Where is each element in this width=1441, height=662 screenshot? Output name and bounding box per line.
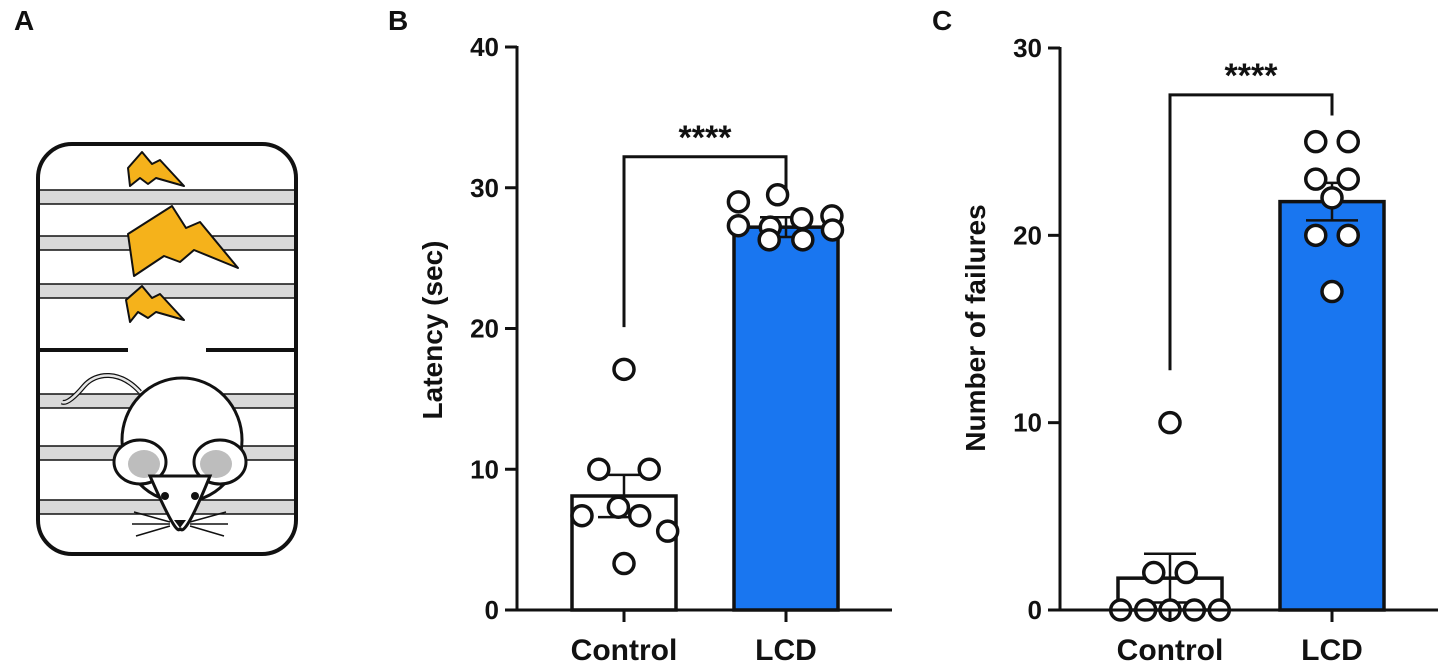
y-tick-label: 20: [1013, 220, 1042, 250]
data-point: [612, 357, 636, 382]
y-tick-label: 10: [1013, 408, 1042, 438]
data-point: [655, 519, 680, 543]
data-point: [726, 190, 751, 214]
data-point: [726, 214, 751, 238]
y-tick-label: 40: [470, 32, 499, 62]
data-point: [1336, 223, 1360, 248]
y-tick-label: 0: [1028, 595, 1042, 625]
data-point: [1336, 129, 1360, 154]
data-point: [791, 228, 815, 252]
bar-lcd: [1278, 199, 1386, 612]
y-tick-label: 30: [470, 173, 499, 203]
x-tick-label: Control: [571, 634, 678, 662]
panel-letter-a: A: [14, 5, 34, 36]
data-point: [637, 457, 661, 481]
significance-label: ****: [1225, 57, 1279, 95]
significance-bracket: [622, 155, 788, 328]
y-axis-title: Number of failures: [960, 204, 991, 451]
y-tick-label: 30: [1013, 33, 1042, 63]
bar-lcd: [732, 225, 840, 612]
data-point: [1336, 167, 1360, 191]
data-point: [587, 457, 611, 481]
mouse-icon: [60, 373, 248, 537]
significance-label: ****: [679, 119, 733, 157]
x-tick-label: LCD: [1301, 634, 1363, 662]
y-tick-label: 20: [470, 314, 499, 344]
panel-letter-b: B: [388, 5, 408, 36]
data-point: [606, 495, 631, 520]
data-point: [627, 503, 652, 528]
data-point: [612, 551, 636, 576]
x-tick-label: LCD: [755, 634, 817, 662]
data-point: [1304, 223, 1328, 248]
data-point: [820, 218, 845, 242]
lightning-bolt-icon: [125, 151, 239, 323]
data-point: [765, 183, 790, 207]
panel-letter-c: C: [932, 5, 952, 36]
shuttle-box-icon: [36, 142, 298, 556]
data-point: [757, 228, 781, 252]
data-point: [1320, 279, 1344, 304]
failures-chart: Number of failures 0 10 20 30 Control LCD ****: [960, 33, 1438, 662]
y-tick-label: 10: [470, 454, 499, 484]
y-axis-title: Latency (sec): [417, 241, 448, 420]
data-point: [1174, 560, 1198, 585]
data-point: [789, 206, 814, 231]
data-point: [1304, 129, 1328, 154]
data-point: [1142, 560, 1166, 585]
data-point: [570, 503, 594, 528]
significance-bracket: [1168, 93, 1334, 371]
data-point: [1320, 186, 1344, 210]
data-point: [1158, 410, 1182, 435]
data-point: [1304, 167, 1328, 191]
y-tick-label: 0: [485, 595, 499, 625]
latency-chart: Latency (sec) 0 10 20 30 40 Control LCD ****: [417, 32, 892, 662]
x-tick-label: Control: [1117, 634, 1224, 662]
